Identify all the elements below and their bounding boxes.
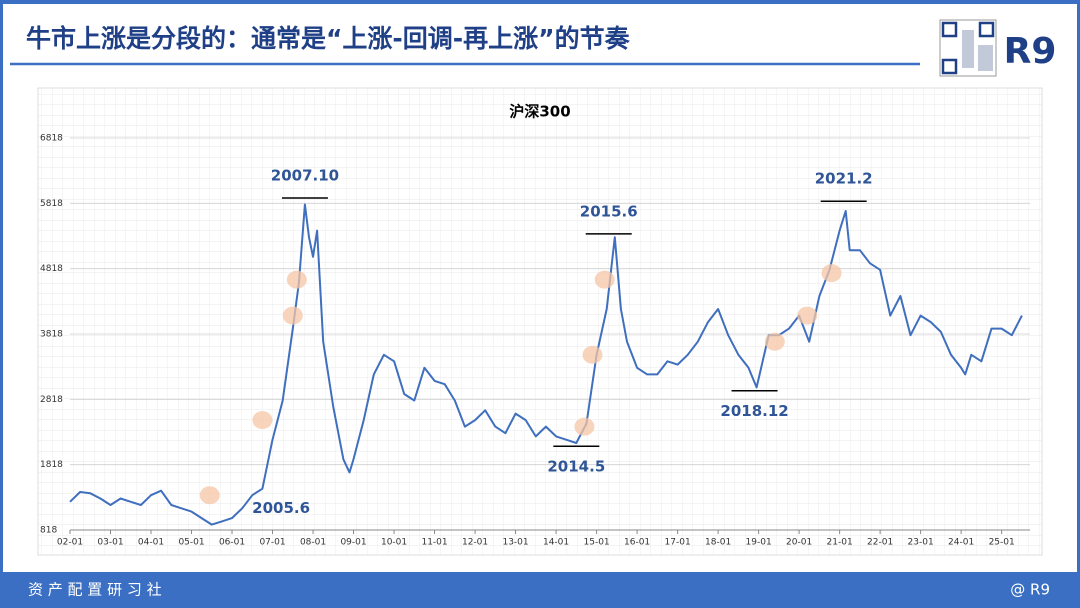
highlight-marker <box>764 332 785 351</box>
annotation: 2005.6 <box>252 499 310 517</box>
x-tick-label: 04-01 <box>138 538 164 548</box>
chart-title: 沪深300 <box>509 103 570 121</box>
highlight-marker <box>252 411 273 430</box>
footer-bar <box>0 572 1080 608</box>
x-tick-label: 17-01 <box>665 538 691 548</box>
x-tick-label: 24-01 <box>948 538 974 548</box>
y-tick-label: 6818 <box>40 134 63 144</box>
footer-right: @ R9 <box>1010 581 1050 599</box>
plot-panel <box>37 87 1043 556</box>
x-tick-label: 09-01 <box>340 538 366 548</box>
y-tick-label: 5818 <box>40 199 63 209</box>
y-tick-label: 3818 <box>40 330 63 340</box>
x-tick-label: 11-01 <box>421 538 447 548</box>
y-tick-label: 1818 <box>40 460 63 470</box>
x-tick-label: 08-01 <box>300 538 326 548</box>
logo: R9 <box>1004 31 1057 72</box>
highlight-marker <box>574 417 595 436</box>
highlight-marker <box>594 270 615 289</box>
x-tick-label: 07-01 <box>259 538 285 548</box>
x-tick-label: 16-01 <box>624 538 650 548</box>
slide-title: 牛市上涨是分段的：通常是“上涨-回调-再上涨”的节奏 <box>26 24 631 53</box>
x-tick-label: 19-01 <box>746 538 772 548</box>
right-border <box>1077 0 1080 608</box>
x-tick-label: 20-01 <box>786 538 812 548</box>
footer-left: 资 产 配 置 研 习 社 <box>28 581 162 599</box>
x-tick-label: 02-01 <box>57 538 83 548</box>
y-tick-label: 2818 <box>40 395 63 405</box>
qr-code <box>939 19 997 77</box>
series-line <box>69 203 1023 526</box>
x-tick-label: 15-01 <box>584 538 610 548</box>
highlight-marker <box>821 264 842 283</box>
x-tick-label: 25-01 <box>989 538 1015 548</box>
highlight-marker <box>582 345 603 364</box>
x-tick-label: 13-01 <box>502 538 528 548</box>
x-tick-label: 21-01 <box>827 538 853 548</box>
annotation: 2021.2 <box>815 170 873 188</box>
annotation: 2014.5 <box>547 458 605 476</box>
x-tick-label: 18-01 <box>705 538 731 548</box>
y-tick-label: 4818 <box>40 264 63 274</box>
annotation: 2015.6 <box>580 202 638 220</box>
annotation: 2007.10 <box>271 166 339 184</box>
x-tick-label: 06-01 <box>219 538 245 548</box>
left-border <box>0 0 3 608</box>
x-tick-label: 23-01 <box>908 538 934 548</box>
highlight-marker <box>199 486 220 505</box>
x-tick-label: 05-01 <box>178 538 204 548</box>
x-tick-label: 10-01 <box>381 538 407 548</box>
highlight-marker <box>797 306 818 325</box>
x-tick-label: 14-01 <box>543 538 569 548</box>
y-tick-label: 818 <box>40 526 57 536</box>
x-tick-label: 22-01 <box>867 538 893 548</box>
top-border <box>0 0 1080 4</box>
x-tick-label: 03-01 <box>97 538 123 548</box>
x-tick-label: 12-01 <box>462 538 488 548</box>
highlight-marker <box>282 306 303 325</box>
annotation: 2018.12 <box>720 402 788 420</box>
highlight-marker <box>286 270 307 289</box>
